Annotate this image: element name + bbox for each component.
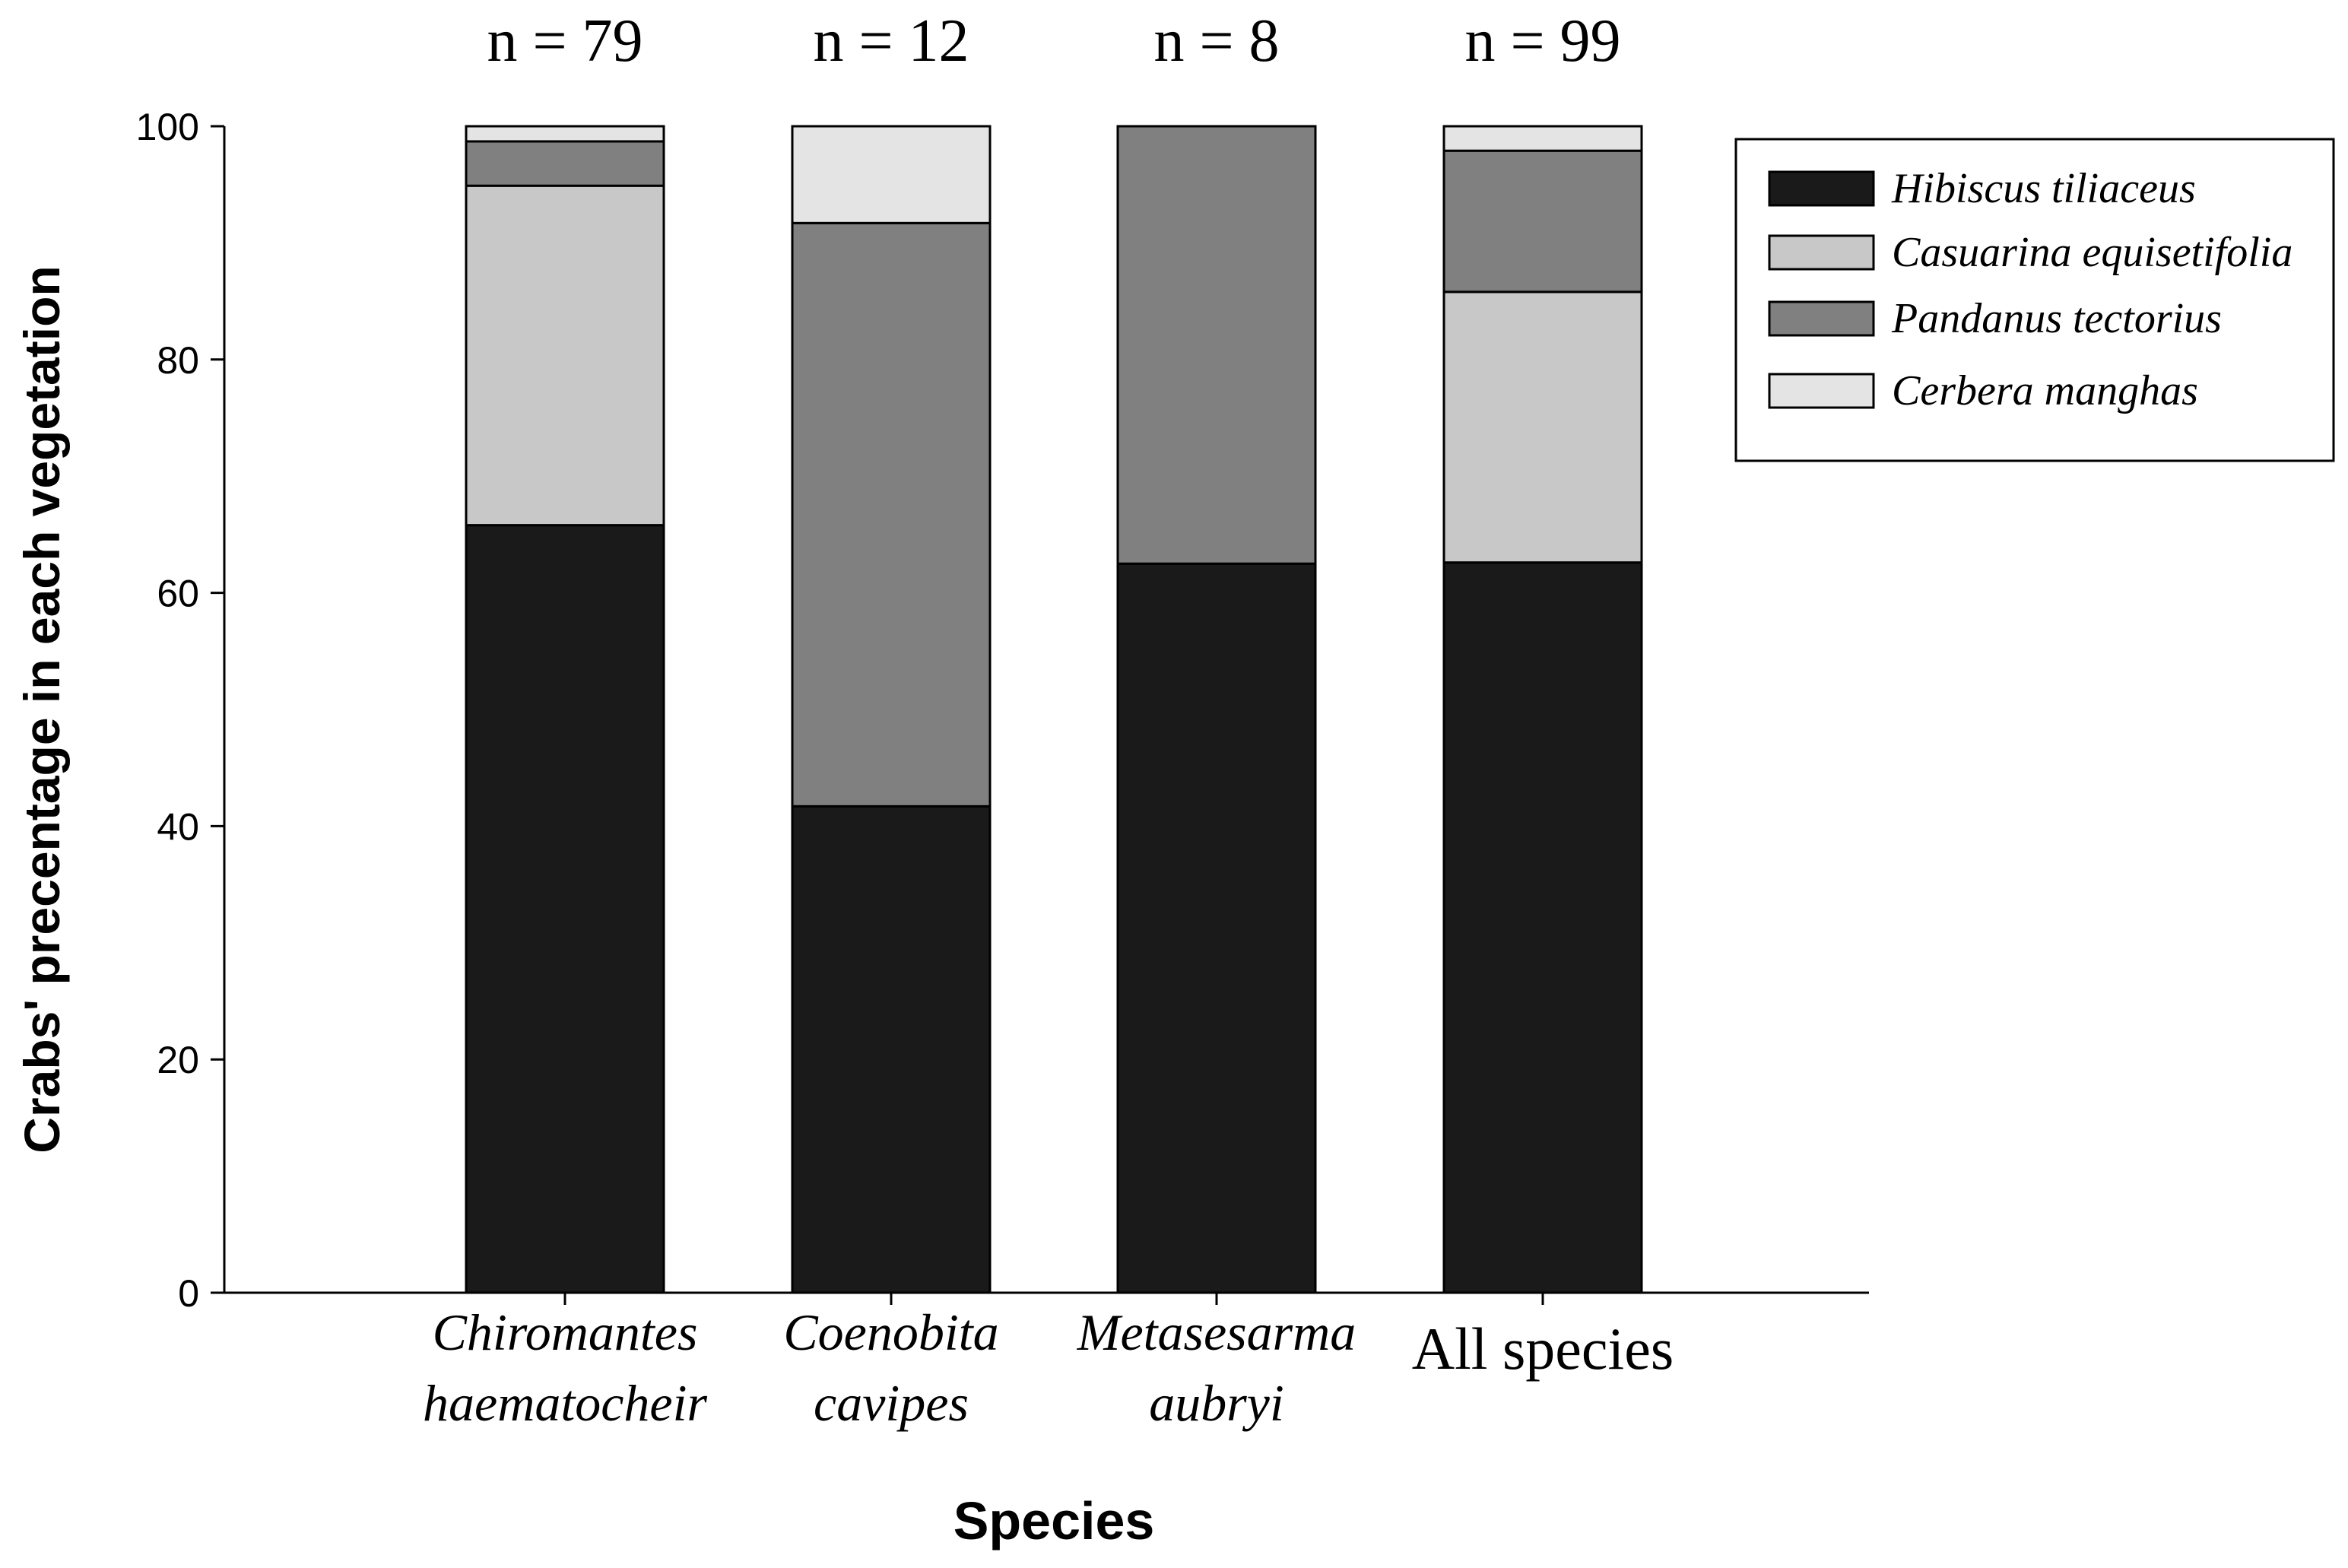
bar-segment-2-4: [792, 126, 990, 223]
bar-segment-3-1: [1118, 563, 1315, 1293]
x-label-1-line1: Chiromantes: [433, 1303, 698, 1361]
stacked-bar-chart: 0 20 40 60 80 100 Chiromantes haematocheir Coen…: [0, 0, 2348, 1568]
legend-label-1: Hibiscus tiliaceus: [1891, 165, 2196, 212]
legend-label-2: Casuarina equisetifolia: [1892, 229, 2292, 276]
x-label-2-line2: cavipes: [814, 1374, 969, 1432]
legend: Hibiscus tiliaceus Casuarina equisetifoli…: [1736, 139, 2334, 461]
legend-label-3: Pandanus tectorius: [1891, 295, 2222, 342]
bar-segment-1-2: [466, 186, 664, 525]
bars-layer: [466, 126, 1642, 1293]
legend-label-4: Cerbera manghas: [1892, 367, 2198, 414]
sample-size-labels: n = 79 n = 12 n = 8 n = 99: [487, 8, 1620, 75]
bar-segment-4-3: [1444, 151, 1642, 292]
legend-swatch-1: [1769, 172, 1874, 205]
y-tick-label-40: 40: [157, 805, 199, 848]
y-tick-label-100: 100: [136, 106, 199, 148]
y-ticks: 0 20 40 60 80 100: [136, 106, 224, 1315]
legend-swatch-4: [1769, 374, 1874, 408]
y-tick-label-20: 20: [157, 1039, 199, 1081]
sample-size-4: n = 99: [1464, 8, 1620, 75]
y-tick-label-0: 0: [178, 1272, 199, 1315]
bar-segment-4-1: [1444, 563, 1642, 1293]
bar-segment-4-2: [1444, 292, 1642, 563]
bar-segment-2-1: [792, 806, 990, 1293]
x-label-4-line1: All species: [1412, 1316, 1674, 1382]
bar-segment-3-3: [1118, 126, 1315, 563]
x-label-3-line2: aubryi: [1149, 1374, 1284, 1432]
sample-size-2: n = 12: [813, 8, 969, 75]
legend-swatch-2: [1769, 236, 1874, 269]
x-label-1-line2: haematocheir: [423, 1374, 707, 1432]
legend-swatch-3: [1769, 302, 1874, 335]
chart: 0 20 40 60 80 100 Chiromantes haematocheir Coen…: [0, 0, 2348, 1568]
sample-size-3: n = 8: [1153, 8, 1279, 75]
bar-segment-2-3: [792, 223, 990, 806]
sample-size-1: n = 79: [487, 8, 643, 75]
bar-segment-4-4: [1444, 126, 1642, 151]
bar-segment-1-4: [466, 126, 664, 141]
x-tick-labels: Chiromantes haematocheir Coenobita cavipes M…: [423, 1303, 1674, 1432]
y-tick-label-60: 60: [157, 573, 199, 615]
x-label-2-line1: Coenobita: [783, 1303, 998, 1361]
x-label-3-line1: Metasesarma: [1077, 1303, 1356, 1361]
y-axis-label: Crabs' precentage in each vegetation: [14, 265, 70, 1153]
x-axis-label: Species: [953, 1491, 1155, 1551]
bar-segment-1-3: [466, 141, 664, 186]
bar-segment-1-1: [466, 525, 664, 1293]
y-tick-label-80: 80: [157, 339, 199, 382]
